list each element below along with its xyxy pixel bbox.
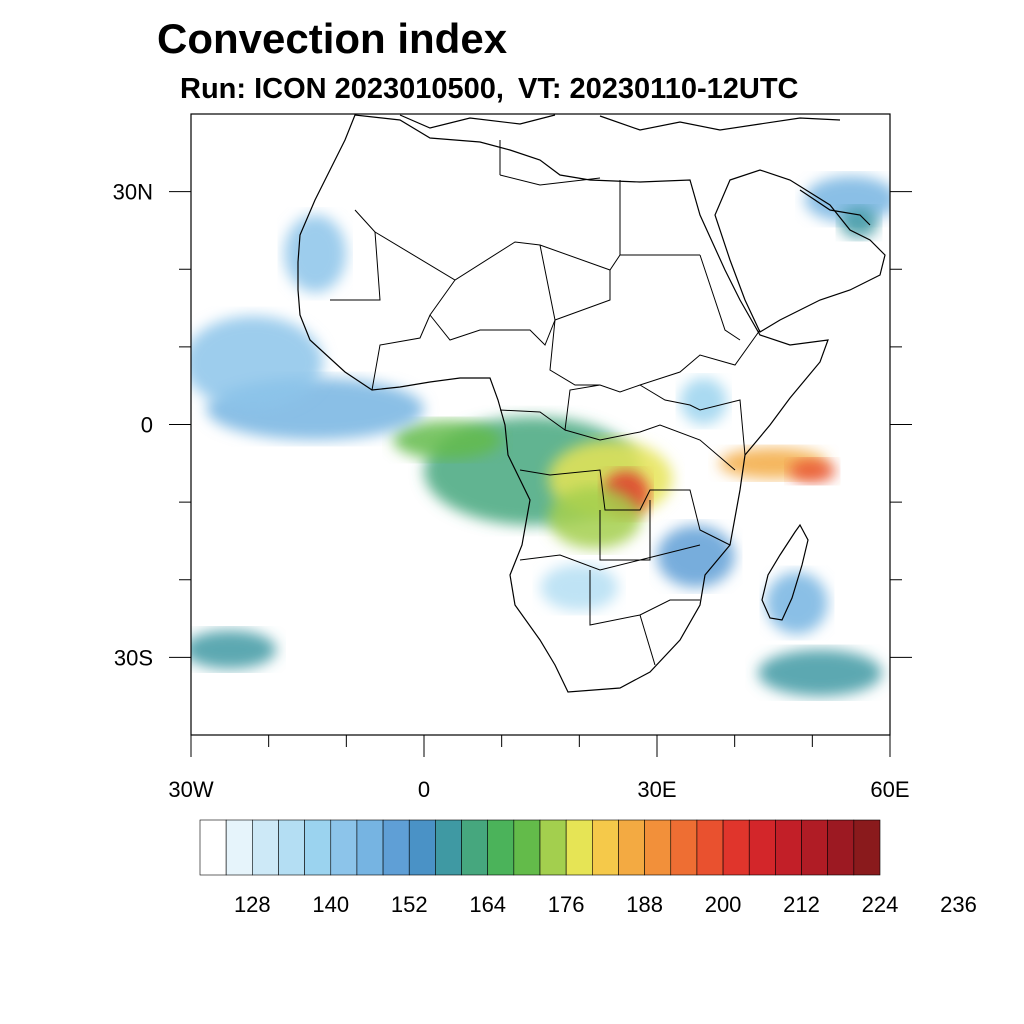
colorbar: 128 140 152 164 176 188 200 212 224 236 — [199, 819, 977, 917]
colorbar-swatch — [461, 819, 488, 876]
colorbar-swatch — [356, 819, 384, 876]
colorbar-swatch — [775, 819, 802, 876]
x-tick-label: 0 — [418, 777, 430, 802]
x-tick-label: 30E — [637, 777, 676, 802]
europe-coastline — [399, 114, 841, 131]
convection-cell-6 — [789, 459, 836, 483]
colorbar-swatch — [748, 819, 776, 876]
colorbar-swatch — [278, 819, 305, 876]
colorbar-label: 152 — [391, 892, 428, 917]
colorbar-swatch — [827, 819, 855, 876]
colorbar-label: 212 — [783, 892, 820, 917]
chart-title: Convection index — [157, 15, 508, 62]
colorbar-label: 200 — [705, 892, 742, 917]
valid-time-label: VT: 20230110-12UTC — [517, 73, 799, 105]
madagascar-coastline — [761, 523, 809, 621]
colorbar-swatch — [487, 819, 515, 876]
convection-field-layer — [191, 176, 890, 697]
colorbar-label: 224 — [862, 892, 899, 917]
convection-cell-18 — [540, 564, 619, 611]
convection-cell-4 — [548, 486, 642, 549]
convection-cell-16 — [657, 525, 735, 588]
colorbar-label: 176 — [548, 892, 585, 917]
convection-cell-14 — [765, 571, 828, 635]
convection-cell-17 — [680, 377, 727, 425]
colorbar-swatch — [696, 819, 724, 876]
country-borders — [330, 140, 761, 666]
convection-cell-13 — [757, 649, 883, 697]
x-tick-label: 30W — [168, 777, 213, 802]
convection-cell-9 — [191, 315, 324, 409]
convection-cell-10 — [284, 214, 347, 293]
y-tick-label: 30N — [113, 180, 153, 205]
colorbar-label: 140 — [312, 892, 349, 917]
convection-cell-7 — [392, 420, 502, 460]
colorbar-swatch — [199, 819, 227, 876]
colorbar-swatch — [539, 819, 567, 876]
y-tick-label: 0 — [141, 413, 153, 438]
colorbar-swatch — [304, 819, 332, 876]
coastline-layer — [297, 114, 886, 693]
colorbar-swatch — [252, 819, 279, 876]
colorbar-swatch — [435, 819, 462, 876]
colorbar-swatch — [225, 819, 253, 876]
colorbar-swatch — [382, 819, 410, 876]
colorbar-swatch — [330, 819, 358, 876]
convection-cell-12 — [839, 207, 879, 239]
colorbar-swatch — [801, 819, 828, 876]
africa-coastline — [297, 114, 829, 693]
persian-gulf-coastline — [799, 189, 871, 226]
map-axes: 30W 0 30E 60E 30N 0 30S — [113, 180, 912, 802]
colorbar-swatch — [618, 819, 645, 876]
chart-subtitle: Run: ICON 2023010500, VT: 20230110-12UTC — [180, 70, 798, 108]
colorbar-swatch — [853, 819, 881, 876]
colorbar-swatch — [644, 819, 672, 876]
colorbar-label: 188 — [626, 892, 663, 917]
run-label: Run: ICON 2023010500, — [180, 73, 504, 105]
colorbar-swatch — [513, 819, 541, 876]
colorbar-swatch — [722, 819, 750, 876]
colorbar-swatch — [670, 819, 698, 876]
colorbar-swatch — [408, 819, 436, 876]
colorbar-label: 236 — [940, 892, 977, 917]
colorbar-label: 128 — [234, 892, 271, 917]
x-tick-label: 60E — [870, 777, 909, 802]
y-tick-label: 30S — [114, 645, 153, 670]
colorbar-swatch — [592, 819, 619, 876]
colorbar-label: 164 — [469, 892, 506, 917]
arabian-peninsula-coastline — [714, 169, 886, 333]
colorbar-swatch — [565, 819, 593, 876]
convection-cell-15 — [191, 630, 277, 670]
